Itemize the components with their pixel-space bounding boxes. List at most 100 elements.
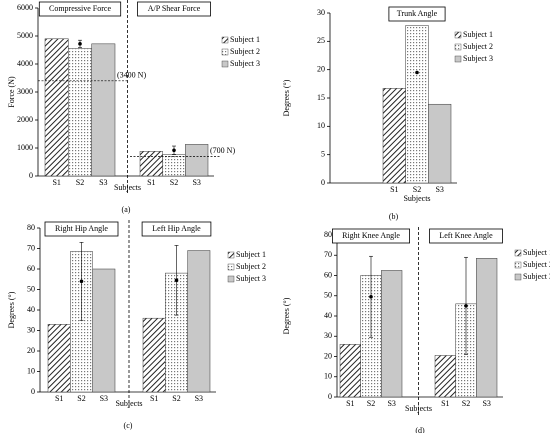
bar [476, 258, 498, 398]
legend-swatch [221, 36, 229, 44]
group-title: A/P Shear Force [148, 4, 201, 13]
y-tick-label: 25 [317, 36, 325, 45]
bar [428, 103, 452, 184]
x-tick-label: S3 [435, 185, 443, 194]
panel: 0 10 20 30 40 50 60 70 80 Degrees (°) Subjects (d) R… [282, 227, 550, 433]
y-tick-label: 5 [321, 149, 325, 158]
y-axis-label: Degrees (°) [7, 291, 16, 328]
x-tick-label: S3 [100, 394, 108, 403]
y-tick-label: 10 [324, 372, 332, 381]
y-tick-label: 60 [324, 270, 332, 279]
mean-marker [174, 278, 179, 283]
mean-marker [464, 304, 468, 308]
legend-label: Subject 2 [523, 260, 550, 269]
group-title: Left Hip Angle [152, 224, 201, 233]
reference-label: (3400 N) [117, 71, 146, 80]
x-axis-label: Subjects [115, 399, 142, 408]
y-tick-label: 0 [31, 387, 35, 396]
y-tick-label: 3000 [17, 87, 33, 96]
group-title-box [44, 221, 119, 237]
y-tick-label: 20 [324, 351, 332, 360]
legend-swatch [227, 263, 235, 271]
bar [47, 324, 71, 393]
bar [142, 317, 166, 393]
y-tick-label: 20 [27, 346, 35, 355]
x-tick-label: S1 [55, 394, 63, 403]
legend-swatch [227, 275, 235, 283]
x-tick-label: S3 [482, 399, 490, 408]
legend-label: Subject 2 [236, 262, 266, 271]
bar [434, 355, 456, 398]
panel-label: (b) [389, 212, 399, 221]
x-tick-label: S2 [413, 185, 421, 194]
legend-swatch [454, 55, 462, 63]
legend-label: Subject 1 [523, 248, 550, 257]
mean-marker [78, 42, 82, 46]
y-tick-label: 80 [27, 223, 35, 232]
y-tick-label: 40 [324, 311, 332, 320]
bar [339, 344, 361, 398]
y-tick-label: 70 [27, 243, 35, 252]
group-title-box [141, 221, 212, 237]
y-tick-label: 2000 [17, 115, 33, 124]
group-title: Left Knee Angle [439, 231, 493, 240]
legend-label: Subject 3 [236, 274, 266, 283]
legend-label: Subject 1 [463, 30, 493, 39]
legend-swatch [514, 261, 522, 269]
y-tick-label: 70 [324, 250, 332, 259]
y-tick-label: 20 [317, 64, 325, 73]
y-tick-label: 4000 [17, 59, 33, 68]
y-tick-label: 50 [27, 284, 35, 293]
panel-label: (c) [124, 421, 133, 430]
bar [92, 268, 116, 393]
y-tick-label: 0 [29, 171, 33, 180]
panel: 0 5 10 15 20 25 30 Degrees (°) Subjects (b) Trunk … [282, 6, 493, 221]
group-title: Right Knee Angle [342, 231, 400, 240]
legend-label: Subject 3 [523, 272, 550, 281]
y-tick-label: 0 [321, 178, 325, 187]
panel: 0 1000 2000 3000 4000 5000 6000 Force (N) Subjec… [7, 0, 260, 214]
x-tick-label: S1 [52, 178, 60, 187]
x-axis-label: Subjects [405, 404, 432, 413]
bar [382, 88, 406, 184]
reference-label: (700 N) [210, 146, 235, 155]
y-tick-label: 10 [27, 366, 35, 375]
y-tick-label: 30 [324, 331, 332, 340]
legend-label: Subject 3 [463, 54, 493, 63]
x-tick-label: S1 [147, 178, 155, 187]
x-tick-label: S3 [99, 178, 107, 187]
legend-swatch [514, 273, 522, 281]
y-tick-label: 1000 [17, 143, 33, 152]
bar [139, 151, 163, 177]
y-tick-label: 5000 [17, 31, 33, 40]
x-tick-label: S3 [195, 394, 203, 403]
mean-marker [369, 294, 373, 299]
y-tick-label: 30 [27, 325, 35, 334]
x-tick-label: S2 [170, 178, 178, 187]
x-axis-label: Subjects [403, 194, 430, 203]
bar [91, 43, 116, 177]
bar [381, 270, 403, 398]
x-tick-label: S3 [192, 178, 200, 187]
group-title-box [38, 1, 122, 17]
legend-swatch [454, 43, 462, 51]
group-title-box [137, 1, 211, 17]
legend-swatch [227, 251, 235, 259]
mean-marker [172, 148, 176, 153]
y-tick-label: 10 [317, 121, 325, 130]
bar [162, 154, 186, 177]
mean-marker [415, 70, 419, 75]
y-tick-label: 80 [324, 230, 332, 239]
legend-swatch [221, 48, 229, 56]
panel-label: (a) [122, 205, 131, 214]
bar [185, 144, 209, 177]
group-title: Compressive Force [49, 4, 111, 13]
group-title: Right Hip Angle [55, 224, 108, 233]
x-tick-label: S2 [76, 178, 84, 187]
legend-swatch [514, 249, 522, 257]
y-axis-label: Force (N) [7, 76, 16, 108]
bar [405, 25, 429, 184]
y-tick-label: 50 [324, 291, 332, 300]
bar [187, 250, 211, 393]
